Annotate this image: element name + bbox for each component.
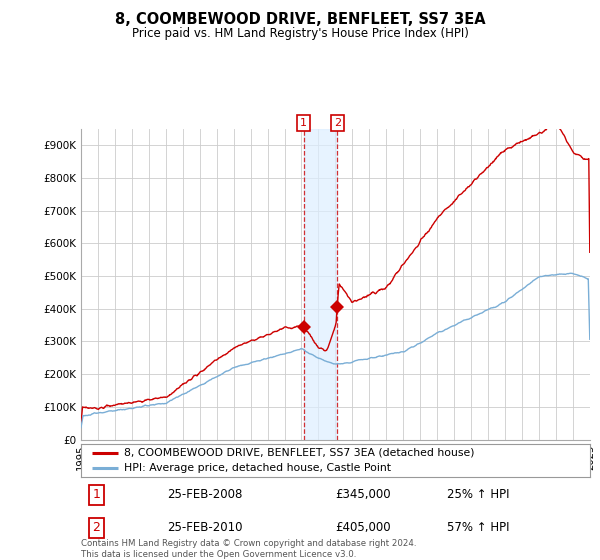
Text: 25-FEB-2010: 25-FEB-2010	[167, 521, 243, 534]
Text: Price paid vs. HM Land Registry's House Price Index (HPI): Price paid vs. HM Land Registry's House …	[131, 27, 469, 40]
Bar	[304, 129, 337, 440]
Text: 8, COOMBEWOOD DRIVE, BENFLEET, SS7 3EA: 8, COOMBEWOOD DRIVE, BENFLEET, SS7 3EA	[115, 12, 485, 27]
Text: £405,000: £405,000	[335, 521, 391, 534]
Text: 1: 1	[300, 118, 307, 128]
Text: 25-FEB-2008: 25-FEB-2008	[167, 488, 243, 501]
Text: 2: 2	[92, 521, 100, 534]
Text: 57% ↑ HPI: 57% ↑ HPI	[448, 521, 510, 534]
Text: HPI: Average price, detached house, Castle Point: HPI: Average price, detached house, Cast…	[124, 463, 391, 473]
Text: Contains HM Land Registry data © Crown copyright and database right 2024.
This d: Contains HM Land Registry data © Crown c…	[81, 539, 416, 559]
Text: £345,000: £345,000	[335, 488, 391, 501]
Text: 8, COOMBEWOOD DRIVE, BENFLEET, SS7 3EA (detached house): 8, COOMBEWOOD DRIVE, BENFLEET, SS7 3EA (…	[124, 447, 475, 458]
Text: 2: 2	[334, 118, 341, 128]
Text: 1: 1	[92, 488, 100, 501]
Text: 25% ↑ HPI: 25% ↑ HPI	[448, 488, 510, 501]
